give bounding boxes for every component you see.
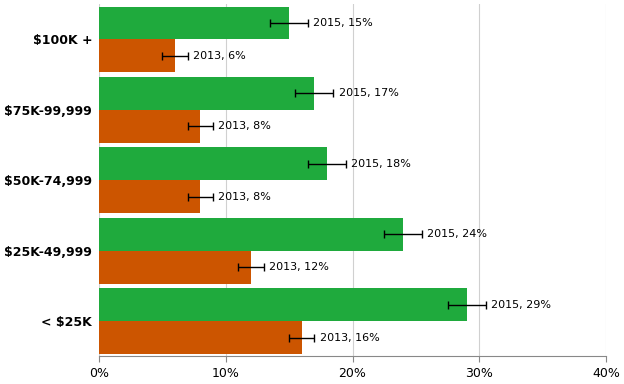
- Bar: [99, 40, 175, 72]
- Text: 2013, 8%: 2013, 8%: [218, 121, 271, 131]
- Text: 2013, 16%: 2013, 16%: [319, 333, 379, 343]
- Bar: [99, 77, 314, 110]
- Bar: [99, 218, 403, 251]
- Bar: [99, 180, 200, 213]
- Text: 2015, 24%: 2015, 24%: [427, 229, 487, 239]
- Text: 2013, 8%: 2013, 8%: [218, 192, 271, 202]
- Text: 2015, 17%: 2015, 17%: [339, 88, 399, 98]
- Text: 2015, 29%: 2015, 29%: [490, 300, 550, 310]
- Text: 2013, 12%: 2013, 12%: [269, 262, 329, 272]
- Bar: [99, 147, 327, 180]
- Text: 2015, 18%: 2015, 18%: [351, 159, 411, 169]
- Bar: [99, 321, 302, 354]
- Text: 2015, 15%: 2015, 15%: [313, 18, 373, 28]
- Bar: [99, 110, 200, 143]
- Bar: [99, 288, 467, 321]
- Bar: [99, 251, 251, 284]
- Bar: [99, 7, 289, 40]
- Text: 2013, 6%: 2013, 6%: [193, 51, 246, 61]
